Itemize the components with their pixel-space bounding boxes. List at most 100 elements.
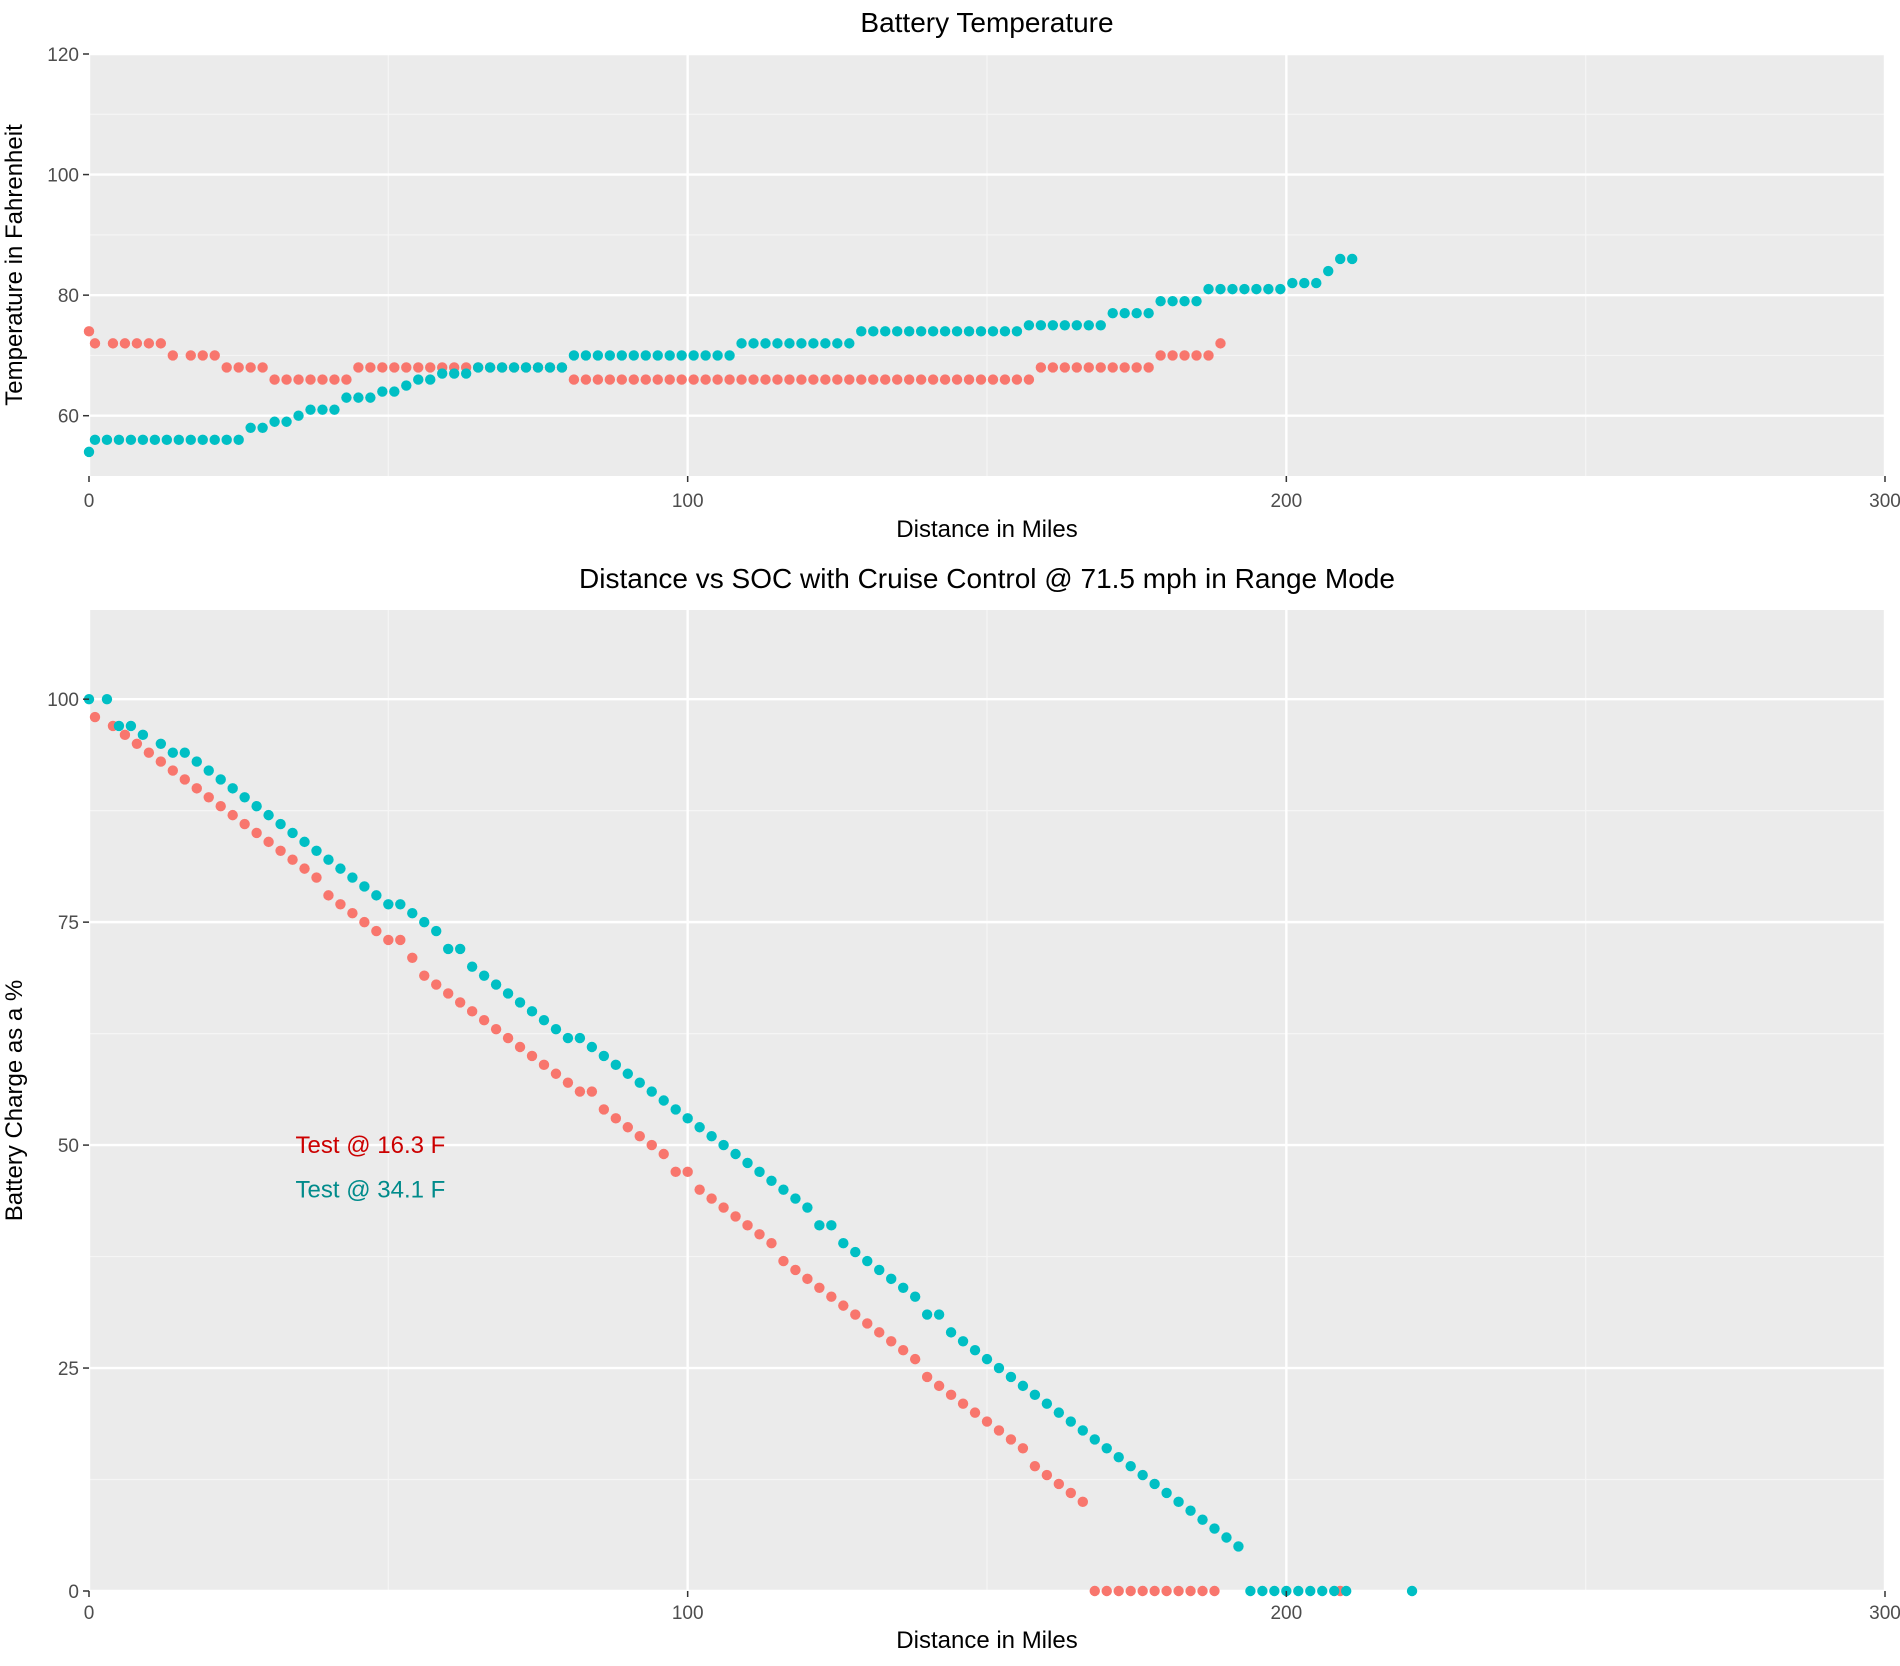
- data-point: [89, 338, 101, 349]
- data-point: [1101, 1443, 1112, 1454]
- data-point: [1179, 295, 1190, 307]
- data-point: [239, 818, 250, 830]
- data-point: [1017, 1443, 1029, 1454]
- data-point: [383, 934, 394, 946]
- data-point: [975, 374, 987, 385]
- data-point: [999, 374, 1011, 385]
- data-point: [317, 404, 328, 415]
- data-point: [484, 362, 496, 373]
- data-point: [1107, 308, 1118, 319]
- data-point: [496, 362, 508, 373]
- y-axis-title: Battery Charge as a %: [1, 980, 28, 1221]
- data-point: [664, 374, 675, 385]
- data-point: [634, 1077, 645, 1088]
- data-point: [939, 326, 951, 337]
- data-point: [820, 374, 831, 385]
- data-point: [826, 1220, 837, 1231]
- data-point: [377, 362, 388, 373]
- data-point: [1125, 1585, 1136, 1597]
- data-point: [353, 392, 364, 403]
- data-point: [538, 1059, 550, 1071]
- data-point: [323, 854, 334, 865]
- data-point: [1107, 362, 1118, 373]
- data-point: [347, 908, 358, 919]
- data-point: [796, 374, 807, 385]
- data-point: [209, 350, 220, 361]
- data-point: [676, 350, 687, 361]
- data-point: [1197, 1585, 1208, 1597]
- data-point: [987, 326, 999, 337]
- data-point: [640, 350, 651, 361]
- data-point: [933, 1380, 945, 1392]
- data-point: [700, 350, 711, 361]
- data-point: [568, 374, 580, 385]
- data-point: [921, 1371, 933, 1383]
- data-point: [957, 1398, 969, 1409]
- data-point: [359, 881, 370, 892]
- data-point: [389, 386, 400, 397]
- data-point: [167, 747, 179, 758]
- data-point: [604, 350, 616, 361]
- data-point: [233, 434, 244, 446]
- data-point: [646, 1086, 657, 1097]
- data-point: [1065, 1487, 1077, 1499]
- data-point: [293, 410, 304, 421]
- data-point: [275, 818, 286, 830]
- data-point: [83, 326, 95, 337]
- data-point: [604, 374, 616, 385]
- chart-title: Battery Temperature: [860, 7, 1113, 38]
- x-tick-label: 100: [672, 1603, 704, 1624]
- data-point: [1083, 320, 1094, 331]
- data-point: [682, 1113, 693, 1124]
- data-point: [371, 890, 382, 901]
- data-point: [1053, 1478, 1065, 1490]
- data-point: [137, 729, 149, 741]
- data-point: [874, 1264, 885, 1276]
- data-point: [784, 338, 795, 349]
- data-point: [963, 374, 975, 385]
- data-point: [1149, 1478, 1160, 1490]
- data-point: [299, 836, 310, 848]
- data-point: [1263, 283, 1274, 295]
- data-point: [1251, 283, 1262, 295]
- data-point: [724, 374, 735, 385]
- data-point: [951, 374, 963, 385]
- data-point: [1119, 308, 1130, 319]
- data-point: [748, 338, 759, 349]
- data-point: [1323, 265, 1334, 277]
- data-point: [113, 434, 125, 446]
- data-point: [892, 374, 903, 385]
- annotation-label: Test @ 16.3 F: [296, 1132, 446, 1159]
- data-point: [628, 374, 639, 385]
- y-tick-label: 50: [58, 1136, 79, 1157]
- annotation-label: Test @ 34.1 F: [296, 1177, 446, 1204]
- data-point: [1023, 320, 1035, 331]
- data-point: [694, 1122, 705, 1133]
- data-point: [143, 747, 155, 758]
- data-point: [407, 952, 418, 964]
- data-point: [1131, 308, 1142, 319]
- data-point: [897, 1345, 909, 1356]
- data-point: [754, 1229, 765, 1240]
- data-point: [544, 362, 556, 373]
- data-point: [179, 774, 190, 785]
- x-tick-label: 200: [1270, 491, 1302, 512]
- data-point: [329, 374, 340, 385]
- data-point: [239, 792, 250, 803]
- data-point: [874, 1327, 885, 1338]
- data-point: [203, 792, 214, 803]
- data-point: [419, 916, 430, 928]
- data-point: [1155, 350, 1166, 361]
- data-point: [1041, 1469, 1053, 1481]
- data-point: [454, 943, 466, 955]
- data-point: [1173, 1496, 1184, 1508]
- data-point: [736, 338, 747, 349]
- data-point: [197, 350, 208, 361]
- data-point: [736, 374, 747, 385]
- data-point: [712, 374, 723, 385]
- data-point: [616, 374, 628, 385]
- data-point: [377, 386, 388, 397]
- data-point: [808, 338, 819, 349]
- data-point: [395, 934, 406, 946]
